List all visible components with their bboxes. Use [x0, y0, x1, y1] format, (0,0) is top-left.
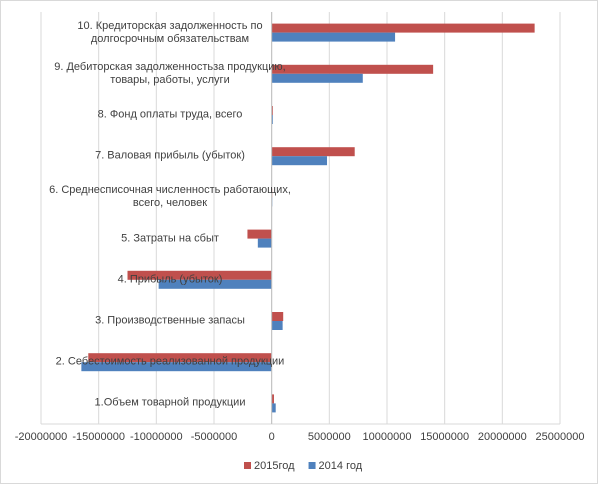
bar	[271, 32, 396, 42]
bar	[127, 270, 272, 280]
category-label: 7. Валовая прибыль (убыток)	[95, 149, 245, 162]
bar	[158, 279, 272, 289]
legend-label: 2014 год	[319, 460, 363, 472]
category-label: 6. Среднесписочная численность работающи…	[49, 184, 291, 210]
category-label: 1.Объем товарной продукции	[94, 396, 246, 409]
bar	[271, 23, 535, 33]
bar	[271, 73, 363, 83]
bar	[257, 238, 272, 248]
bar	[271, 147, 355, 157]
category-label: 4. Прибыль (убыток)	[117, 273, 223, 286]
x-tick-label: 0	[269, 431, 275, 443]
bar	[271, 64, 434, 74]
x-tick-label: -20000000	[15, 431, 68, 443]
bar	[271, 403, 276, 413]
x-tick-label: 25000000	[536, 431, 585, 443]
x-tick-label: -15000000	[72, 431, 125, 443]
category-label: 9. Дебиторская задолженностьза продукцию…	[54, 60, 286, 86]
bar	[247, 229, 272, 239]
x-tick-label: 20000000	[478, 431, 527, 443]
legend-swatch	[244, 462, 251, 469]
x-tick-label: 10000000	[363, 431, 412, 443]
category-label: 3. Производственные запасы	[95, 314, 245, 327]
bar	[271, 394, 274, 404]
bar	[271, 156, 328, 166]
category-label: 2. Себестоимость реализованной продукции	[55, 355, 285, 368]
category-label: 5. Затраты на сбыт	[121, 232, 219, 245]
legend-label: 2015год	[254, 460, 295, 472]
bar	[271, 106, 273, 115]
x-tick-label: -5000000	[191, 431, 238, 443]
x-tick-label: -10000000	[130, 431, 183, 443]
category-label: 10. Кредиторская задолженность по долгос…	[77, 19, 263, 45]
legend-swatch	[308, 462, 316, 469]
x-tick-label: 15000000	[420, 431, 469, 443]
x-tick-label: 5000000	[308, 431, 351, 443]
bar	[271, 321, 283, 330]
category-label: 8. Фонд оплаты труда, всего	[97, 108, 243, 121]
bar	[81, 362, 272, 372]
bar	[88, 353, 272, 363]
bar	[271, 312, 284, 321]
bar	[271, 115, 273, 124]
